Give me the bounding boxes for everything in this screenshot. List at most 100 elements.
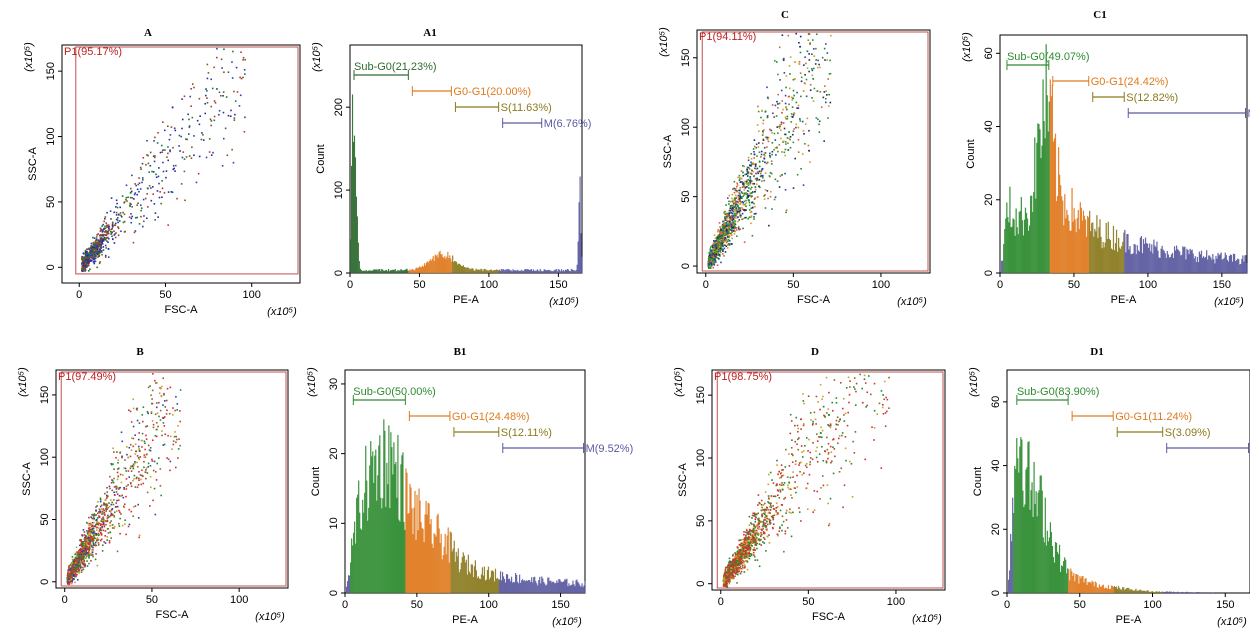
histogram-bin bbox=[1110, 248, 1113, 273]
event-dot bbox=[713, 245, 716, 247]
event-dot bbox=[737, 209, 739, 212]
event-dot bbox=[742, 182, 744, 185]
histogram-bin bbox=[455, 261, 458, 273]
event-dot bbox=[717, 242, 720, 245]
event-dot bbox=[132, 407, 135, 410]
histogram-bin bbox=[450, 532, 452, 593]
event-dot bbox=[737, 226, 740, 228]
event-dot bbox=[242, 58, 244, 61]
event-dot bbox=[753, 216, 755, 218]
event-dot bbox=[750, 196, 753, 198]
histogram-bin bbox=[561, 271, 564, 273]
event-dot bbox=[210, 120, 213, 122]
event-dot bbox=[774, 60, 776, 62]
event-dot bbox=[773, 514, 776, 516]
histogram-bin bbox=[471, 268, 473, 273]
histogram-bin bbox=[1138, 251, 1140, 273]
event-dot bbox=[715, 243, 718, 246]
event-dot bbox=[151, 458, 153, 461]
event-dot bbox=[141, 179, 144, 181]
histogram-bin bbox=[507, 579, 510, 593]
histogram-bin bbox=[490, 570, 493, 593]
event-dot bbox=[82, 261, 84, 264]
event-dot bbox=[777, 103, 779, 105]
event-dot bbox=[106, 507, 109, 509]
event-dot bbox=[68, 571, 70, 573]
event-dot bbox=[97, 239, 99, 241]
event-dot bbox=[107, 516, 110, 519]
histogram-bin bbox=[356, 216, 358, 273]
event-dot bbox=[801, 120, 804, 123]
event-dot bbox=[732, 218, 734, 220]
histogram-bin bbox=[482, 575, 485, 593]
event-dot bbox=[147, 206, 149, 208]
event-dot bbox=[119, 473, 122, 476]
event-dot bbox=[95, 514, 98, 516]
event-dot bbox=[81, 267, 83, 270]
event-dot bbox=[97, 523, 99, 525]
histogram-bin bbox=[414, 490, 416, 593]
event-dot bbox=[98, 253, 100, 255]
event-dot bbox=[758, 130, 760, 133]
event-dot bbox=[166, 387, 169, 390]
event-dot bbox=[714, 259, 717, 262]
event-dot bbox=[155, 173, 157, 176]
event-dot bbox=[768, 498, 770, 500]
histogram-bin bbox=[412, 534, 414, 593]
event-dot bbox=[816, 90, 819, 92]
event-dot bbox=[69, 581, 71, 584]
event-dot bbox=[823, 91, 826, 93]
histogram-bin bbox=[351, 94, 354, 273]
event-dot bbox=[807, 33, 810, 35]
event-dot bbox=[123, 523, 126, 525]
event-dot bbox=[717, 244, 720, 247]
event-dot bbox=[785, 107, 788, 110]
event-dot bbox=[743, 189, 746, 191]
event-dot bbox=[136, 455, 139, 457]
event-dot bbox=[151, 186, 154, 188]
event-dot bbox=[817, 66, 819, 69]
event-dot bbox=[725, 225, 727, 228]
event-dot bbox=[726, 220, 729, 223]
histogram-bin bbox=[1166, 250, 1168, 273]
event-dot bbox=[92, 518, 95, 521]
histogram-bin bbox=[525, 269, 527, 273]
x-tick-label: 0 bbox=[703, 279, 709, 291]
event-dot bbox=[80, 561, 83, 564]
event-dot bbox=[86, 258, 89, 260]
histogram-bin bbox=[1246, 262, 1248, 273]
event-dot bbox=[89, 528, 92, 531]
event-dot bbox=[162, 149, 164, 151]
event-dot bbox=[119, 452, 121, 454]
event-dot bbox=[747, 542, 750, 545]
histogram-bin bbox=[488, 579, 491, 593]
event-dot bbox=[159, 419, 162, 421]
histogram-bin bbox=[558, 578, 560, 593]
histogram-bin bbox=[1103, 247, 1105, 273]
event-dot bbox=[75, 559, 78, 561]
histogram-bin bbox=[556, 269, 558, 273]
event-dot bbox=[95, 236, 98, 238]
event-dot bbox=[99, 498, 102, 501]
event-dot bbox=[89, 246, 92, 249]
event-dot bbox=[714, 258, 716, 260]
histogram-bin bbox=[499, 270, 501, 273]
event-dot bbox=[103, 231, 106, 233]
x-tick-label: 100 bbox=[480, 279, 498, 291]
histogram-bin bbox=[543, 581, 545, 593]
event-dot bbox=[791, 133, 794, 136]
event-dot bbox=[779, 125, 782, 128]
histogram-bin bbox=[502, 268, 504, 273]
event-dot bbox=[88, 262, 90, 264]
event-dot bbox=[112, 499, 115, 501]
event-dot bbox=[710, 254, 713, 256]
event-dot bbox=[74, 564, 77, 567]
histogram-bin bbox=[583, 585, 585, 593]
histogram-bin bbox=[1095, 231, 1097, 273]
event-dot bbox=[764, 155, 766, 157]
histogram-bin bbox=[520, 270, 522, 273]
event-dot bbox=[96, 252, 98, 255]
event-dot bbox=[784, 116, 787, 119]
event-dot bbox=[749, 183, 751, 186]
